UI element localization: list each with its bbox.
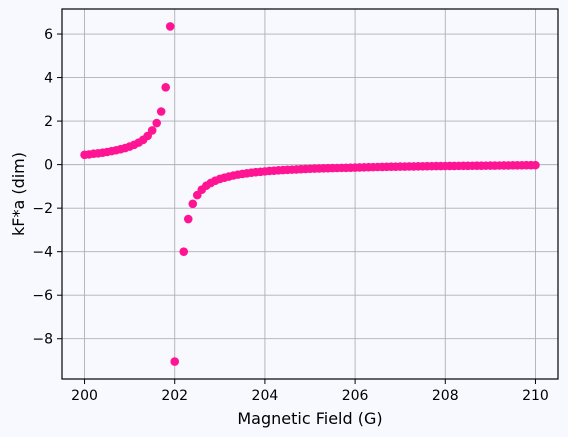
x-tick-label: 206: [342, 388, 369, 404]
x-tick-label: 204: [252, 388, 279, 404]
data-point: [161, 83, 171, 92]
y-tick-label: −4: [32, 245, 53, 261]
plot-area: [62, 9, 558, 379]
axes-frame: [61, 8, 559, 380]
y-tick-label: −8: [32, 332, 53, 348]
y-tick-label: 4: [44, 71, 53, 87]
y-tick-label: 0: [44, 158, 53, 174]
x-axis-label: Magnetic Field (G): [237, 409, 382, 428]
data-point: [165, 22, 175, 31]
y-axis-label: kF*a (dim): [9, 152, 28, 236]
data-points: [80, 22, 540, 366]
y-tick-label: −2: [32, 201, 53, 217]
grid: [62, 9, 558, 379]
x-tick-label: 208: [432, 388, 459, 404]
data-point: [188, 199, 198, 209]
y-tick-label: 2: [44, 114, 53, 130]
y-tick-label: 6: [44, 27, 53, 43]
x-tick-label: 210: [522, 388, 549, 404]
data-point: [179, 247, 189, 256]
data-point: [147, 126, 157, 135]
x-tick-label: 200: [71, 388, 98, 404]
data-point: [152, 118, 161, 128]
data-point: [531, 160, 540, 170]
y-tick-label: −6: [32, 288, 53, 304]
data-point: [170, 357, 180, 366]
data-point: [183, 214, 193, 224]
x-tick-label: 202: [161, 388, 188, 404]
data-point: [156, 107, 166, 116]
ticks: 200 202 204 206 208 210 −8 −6 −4 −2 0 2 4 6: [32, 27, 548, 404]
